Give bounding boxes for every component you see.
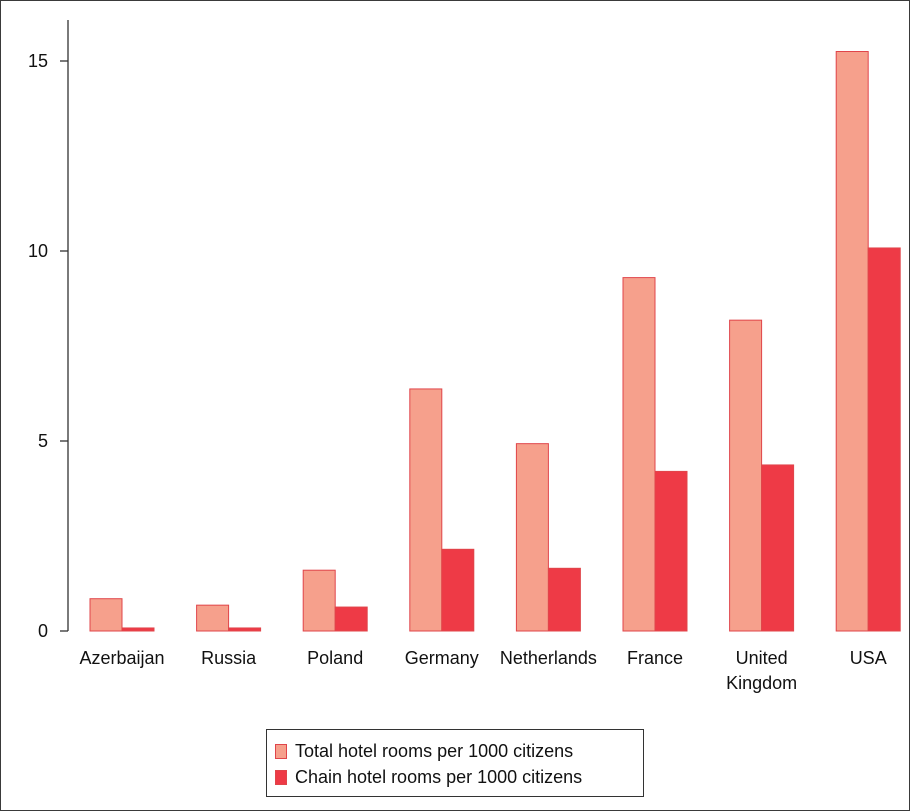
x-category-label: France [627, 648, 683, 668]
bar-total [515, 443, 549, 632]
bar-total [835, 51, 869, 632]
bar-total [729, 319, 763, 632]
y-tick-label: 5 [38, 431, 48, 451]
bar-chain [441, 548, 475, 632]
bar-total [409, 388, 443, 632]
legend-label-total: Total hotel rooms per 1000 citizens [295, 740, 574, 761]
y-tick-label: 0 [38, 621, 48, 641]
bar-chain [547, 567, 581, 632]
legend-swatch-total [275, 743, 287, 759]
x-category-label: USA [850, 648, 887, 668]
bar-chain [228, 627, 262, 632]
bar-chain [761, 464, 795, 632]
bar-chain [654, 470, 688, 632]
x-category-label: Poland [307, 648, 363, 668]
legend-item-chain: Chain hotel rooms per 1000 citizens [275, 766, 582, 788]
bar-total [196, 604, 230, 632]
bar-chain [867, 247, 901, 632]
legend-label-chain: Chain hotel rooms per 1000 citizens [295, 766, 583, 787]
y-tick-label: 10 [28, 241, 48, 261]
bar-chain [334, 606, 368, 632]
bar-total [302, 569, 336, 632]
x-category-label: Azerbaijan [79, 648, 164, 668]
bar-chain [121, 627, 155, 632]
x-category-label: United Kingdom [726, 648, 797, 693]
legend-item-total: Total hotel rooms per 1000 citizens [275, 740, 573, 762]
x-category-label: Netherlands [500, 648, 597, 668]
legend-swatch-chain [275, 769, 287, 785]
x-category-label: Russia [201, 648, 257, 668]
bar-total [89, 598, 123, 632]
bar-total [622, 277, 656, 632]
y-tick-label: 15 [28, 51, 48, 71]
legend: Total hotel rooms per 1000 citizens Chai… [266, 729, 644, 797]
x-category-label: Germany [405, 648, 479, 668]
